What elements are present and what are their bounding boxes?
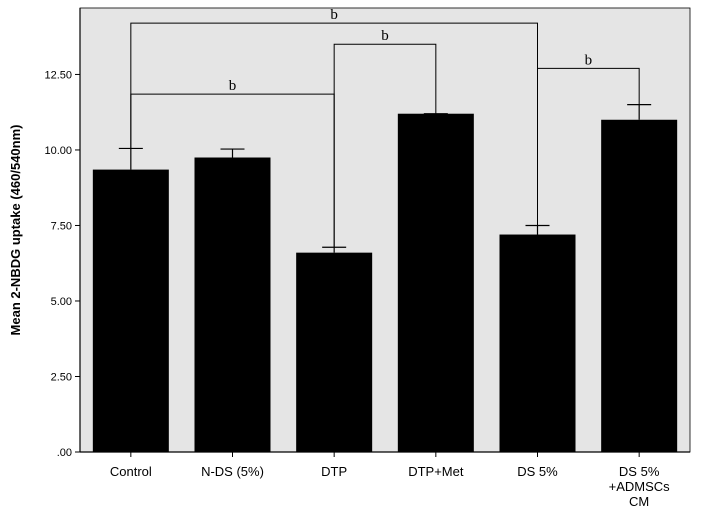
x-tick-label: DS 5% [619, 464, 660, 479]
x-tick-label: DS 5% [517, 464, 558, 479]
significance-brackets: b b b b [130, 7, 640, 248]
y-axis-label: Mean 2-NBDG uptake (460/540nm) [8, 125, 23, 336]
significance-bracket [130, 93, 335, 248]
bar [397, 113, 474, 452]
significance-label: b [229, 78, 237, 94]
x-tick-label: +ADMSCs [609, 479, 671, 494]
bar [601, 119, 678, 453]
significance-bracket [537, 67, 640, 226]
bar [296, 252, 373, 452]
plot-area [79, 7, 691, 453]
x-tick-label: Control [110, 464, 152, 479]
bar [92, 169, 169, 452]
y-tick-label: 5.00 [51, 296, 72, 308]
x-axis-labels: Control N-DS (5%) DTP DTP+Met DS 5% DS 5%+ADM… [110, 464, 670, 509]
bars [92, 113, 678, 457]
y-tick-label: .00 [57, 447, 72, 459]
bar [499, 234, 576, 452]
significance-label: b [330, 7, 338, 23]
y-tick-label: 7.50 [51, 220, 72, 232]
y-tick-label: 10.00 [44, 145, 72, 157]
bar [194, 157, 271, 453]
x-tick-label: DTP+Met [408, 464, 464, 479]
x-tick-label: CM [629, 494, 649, 509]
x-tick-label: DTP [321, 464, 347, 479]
y-tick-label: 12.50 [44, 69, 72, 81]
significance-label: b [381, 28, 389, 44]
y-axis-ticks: .00 2.50 5.00 7.50 10.00 12.50 [44, 69, 80, 459]
y-tick-label: 2.50 [51, 371, 72, 383]
significance-label: b [585, 52, 593, 68]
x-tick-label: N-DS (5%) [201, 464, 264, 479]
